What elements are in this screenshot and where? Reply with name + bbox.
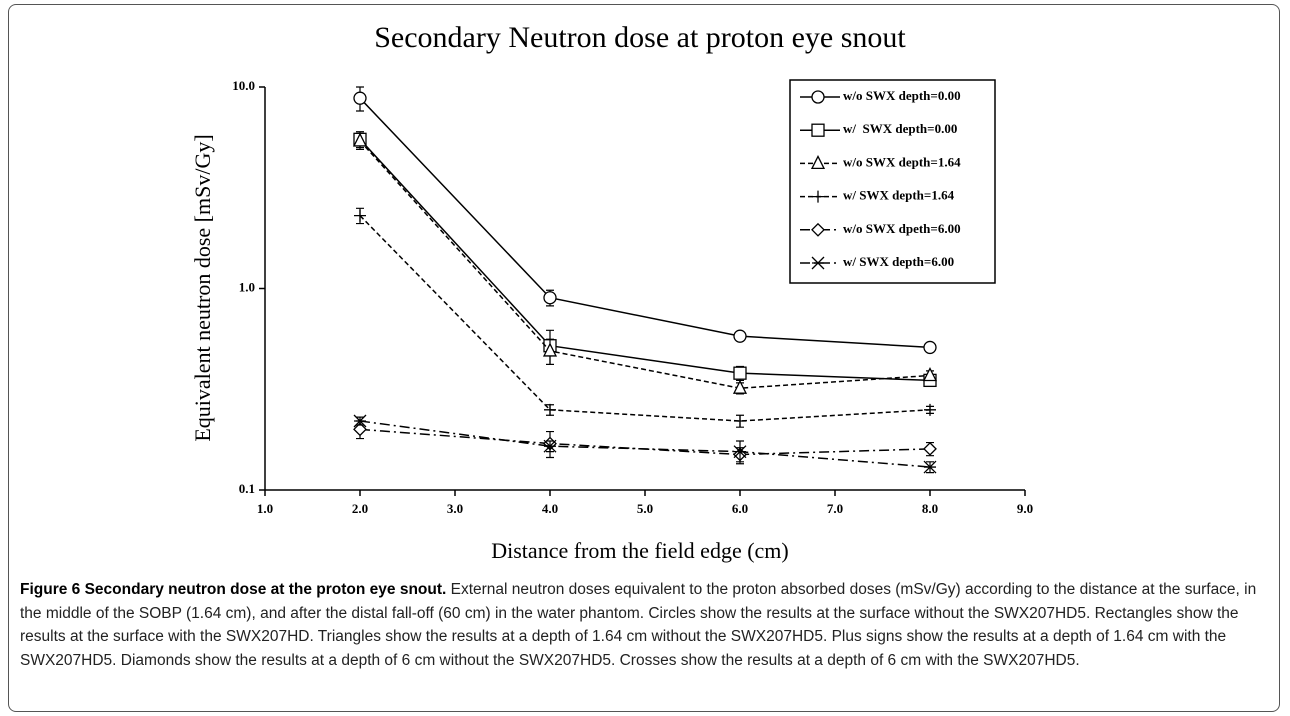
x-tick-label: 7.0 (827, 501, 843, 516)
x-tick-label: 4.0 (542, 501, 558, 516)
marker (810, 154, 826, 170)
marker (924, 403, 936, 416)
marker (353, 422, 367, 437)
y-tick-label: 10.0 (232, 78, 255, 93)
series-line (359, 97, 931, 349)
caption-text: External neutron doses equivalent to the… (20, 581, 1257, 669)
marker (811, 256, 825, 270)
marker (543, 439, 557, 453)
marker (812, 190, 824, 203)
marker (923, 340, 937, 355)
figure-caption: Figure 6 Secondary neutron dose at the p… (20, 578, 1270, 672)
y-tick-label: 0.1 (239, 481, 255, 496)
legend-label: w/o SWX dpeth=6.00 (843, 221, 961, 236)
marker (922, 367, 938, 382)
legend-box (789, 79, 996, 284)
marker (353, 414, 367, 428)
marker (734, 415, 746, 428)
x-tick-label: 3.0 (447, 501, 463, 516)
series-line (359, 428, 931, 456)
x-tick-label: 2.0 (352, 501, 368, 516)
y-tick-label: 1.0 (239, 279, 255, 294)
marker (543, 291, 557, 305)
series-line (359, 140, 931, 389)
marker (811, 222, 825, 237)
series-line (359, 138, 931, 382)
legend-label: w/o SWX depth=0.00 (843, 88, 961, 103)
figure-frame (8, 4, 1280, 712)
marker (542, 342, 558, 357)
chart-title: Secondary Neutron dose at proton eye sno… (374, 21, 906, 54)
marker (733, 445, 747, 459)
legend-label: w/ SWX depth=0.00 (843, 121, 957, 136)
marker (354, 209, 366, 222)
caption-label: Figure 6 Secondary neutron dose at the p… (20, 581, 447, 598)
marker (733, 329, 747, 343)
x-tick-label: 6.0 (732, 501, 748, 516)
x-tick-label: 1.0 (257, 501, 273, 516)
legend-label: w/ SWX depth=1.64 (843, 188, 955, 203)
marker (811, 90, 825, 104)
series-line (359, 420, 931, 468)
marker (353, 91, 367, 105)
marker (732, 379, 748, 394)
legend-label: w/ SWX depth=6.00 (843, 254, 954, 269)
marker (544, 403, 556, 416)
marker (733, 366, 747, 380)
x-tick-label: 9.0 (1017, 501, 1033, 516)
marker (923, 460, 937, 474)
marker (352, 132, 368, 147)
x-axis-label: Distance from the field edge (cm) (491, 538, 788, 563)
marker (923, 441, 937, 456)
x-tick-label: 5.0 (637, 501, 653, 516)
legend-label: w/o SWX depth=1.64 (843, 154, 961, 169)
y-axis-label: Equivalent neutron dose [mSv/Gy] (190, 134, 215, 441)
x-tick-label: 8.0 (922, 501, 938, 516)
marker (811, 123, 825, 137)
